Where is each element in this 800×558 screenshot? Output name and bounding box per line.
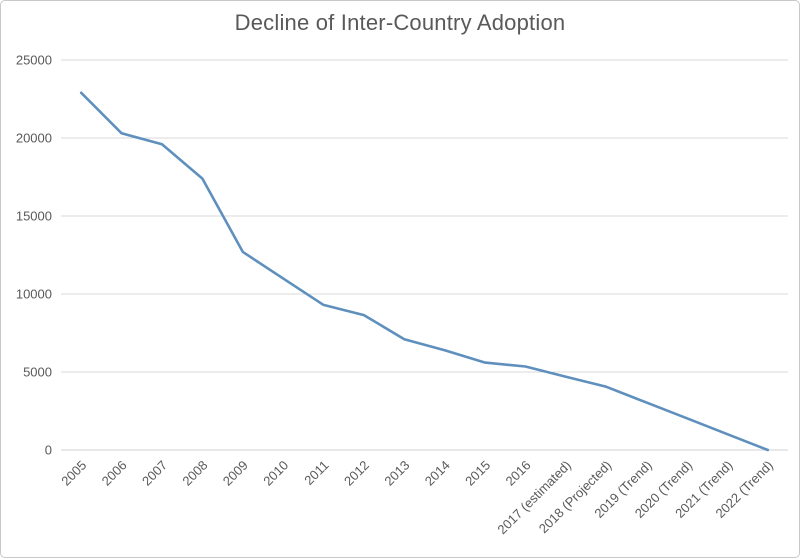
x-tick-label: 2014 [422, 458, 453, 489]
x-tick-label: 2011 [301, 458, 331, 488]
y-tick-label: 5000 [23, 365, 52, 380]
x-tick-label: 2007 [139, 458, 170, 489]
x-tick-label: 2006 [99, 458, 130, 489]
data-series-line [79, 91, 770, 452]
y-tick-label: 0 [45, 443, 52, 458]
x-tick-label: 2016 [503, 458, 534, 489]
x-tick-label: 2018 (Projected) [536, 458, 615, 537]
y-tick-label: 15000 [16, 209, 52, 224]
y-tick-label: 25000 [16, 53, 52, 68]
y-tick-label: 10000 [16, 287, 52, 302]
x-tick-label: 2013 [381, 458, 412, 489]
x-tick-label: 2017 (estimated) [494, 458, 574, 538]
x-tick-label: 2005 [58, 458, 89, 489]
x-tick-label: 2012 [341, 458, 372, 489]
x-tick-label: 2010 [260, 458, 291, 489]
x-tick-label: 2009 [220, 458, 251, 489]
y-tick-label: 20000 [16, 131, 52, 146]
x-tick-label: 2015 [462, 458, 493, 489]
x-tick-label: 2008 [179, 458, 210, 489]
